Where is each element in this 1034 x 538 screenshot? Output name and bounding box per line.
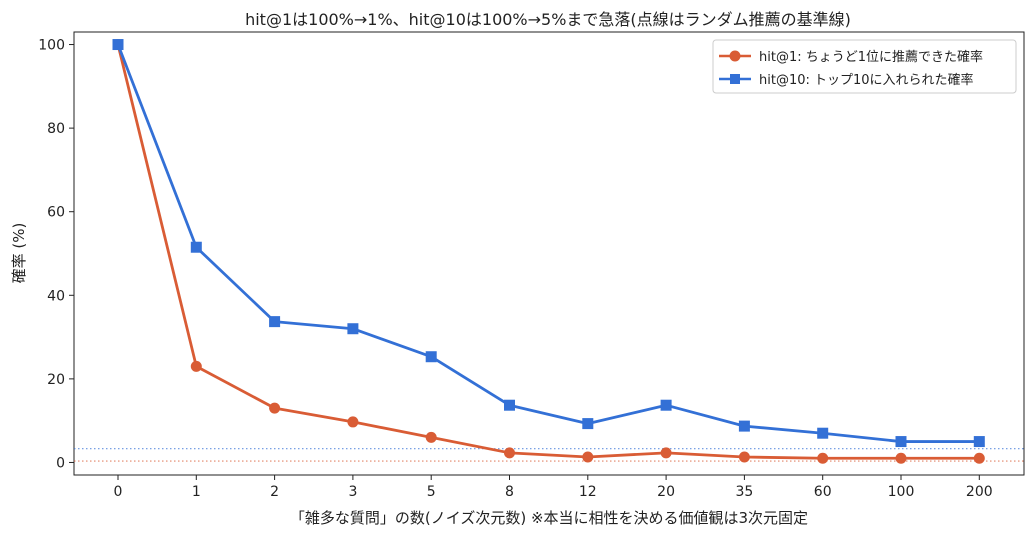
y-axis: 0 20 40 60 80 100 [38, 38, 74, 471]
y-tick-label: 0 [56, 455, 65, 471]
x-tick-label: 8 [505, 484, 514, 500]
y-tick-label: 20 [47, 372, 65, 388]
data-point [425, 431, 437, 443]
y-tick-label: 60 [47, 205, 65, 221]
x-tick-label: 100 [888, 484, 915, 500]
x-tick-label: 1 [192, 484, 201, 500]
legend-box [712, 39, 1017, 94]
chart-title: hit@1は100%→1%、hit@10は100%→5%まで急落(点線はランダム… [245, 10, 851, 29]
series-line [116, 44, 980, 460]
data-point [347, 323, 359, 335]
y-axis-label: 確率 (%) [10, 223, 28, 284]
y-tick-label: 80 [47, 121, 65, 137]
data-point [582, 451, 594, 463]
data-point [973, 436, 985, 448]
data-point [973, 452, 985, 464]
y-tick-label: 100 [38, 38, 65, 54]
data-point [112, 39, 124, 51]
data-point [582, 418, 594, 430]
data-point [660, 399, 672, 411]
y-tick-label: 40 [47, 288, 65, 304]
data-point [738, 420, 750, 432]
legend: hit@1: ちょうど1位に推薦できた確率 hit@10: トップ10に入れられ… [712, 39, 1017, 94]
data-point [190, 360, 202, 372]
series-layer [112, 39, 985, 464]
data-point [504, 447, 515, 459]
x-tick-label: 200 [966, 484, 993, 500]
legend-marker-hit10 [730, 74, 740, 84]
data-point [269, 316, 281, 328]
x-tick-label: 35 [735, 484, 753, 500]
legend-marker-hit1 [729, 50, 741, 62]
legend-label-hit10: hit@10: トップ10に入れられた確率 [759, 72, 974, 88]
x-tick-label: 20 [657, 484, 675, 500]
x-axis: 0 1 2 3 5 8 12 20 35 60 100 200 [114, 475, 993, 500]
data-point [895, 436, 907, 448]
x-tick-label: 12 [579, 484, 597, 500]
data-point [738, 451, 750, 463]
legend-label-hit1: hit@1: ちょうど1位に推薦できた確率 [759, 49, 983, 65]
x-axis-label: 「雑多な質問」の数(ノイズ次元数) ※本当に相性を決める価値観は3次元固定 [290, 509, 808, 527]
data-point [269, 402, 281, 414]
data-point [504, 399, 515, 411]
data-point [817, 427, 829, 439]
data-point [895, 452, 907, 464]
data-point [817, 452, 829, 464]
data-point [425, 351, 437, 363]
x-tick-label: 0 [114, 484, 123, 500]
data-point [660, 447, 672, 459]
series-line [116, 44, 980, 443]
data-point [347, 416, 359, 428]
plot-area [73, 31, 1025, 476]
series-1 [112, 39, 985, 448]
x-tick-label: 5 [427, 484, 436, 500]
series-0 [112, 39, 985, 464]
x-tick-label: 3 [348, 484, 357, 500]
x-tick-label: 2 [270, 484, 279, 500]
data-point [190, 241, 202, 253]
x-tick-label: 60 [814, 484, 832, 500]
